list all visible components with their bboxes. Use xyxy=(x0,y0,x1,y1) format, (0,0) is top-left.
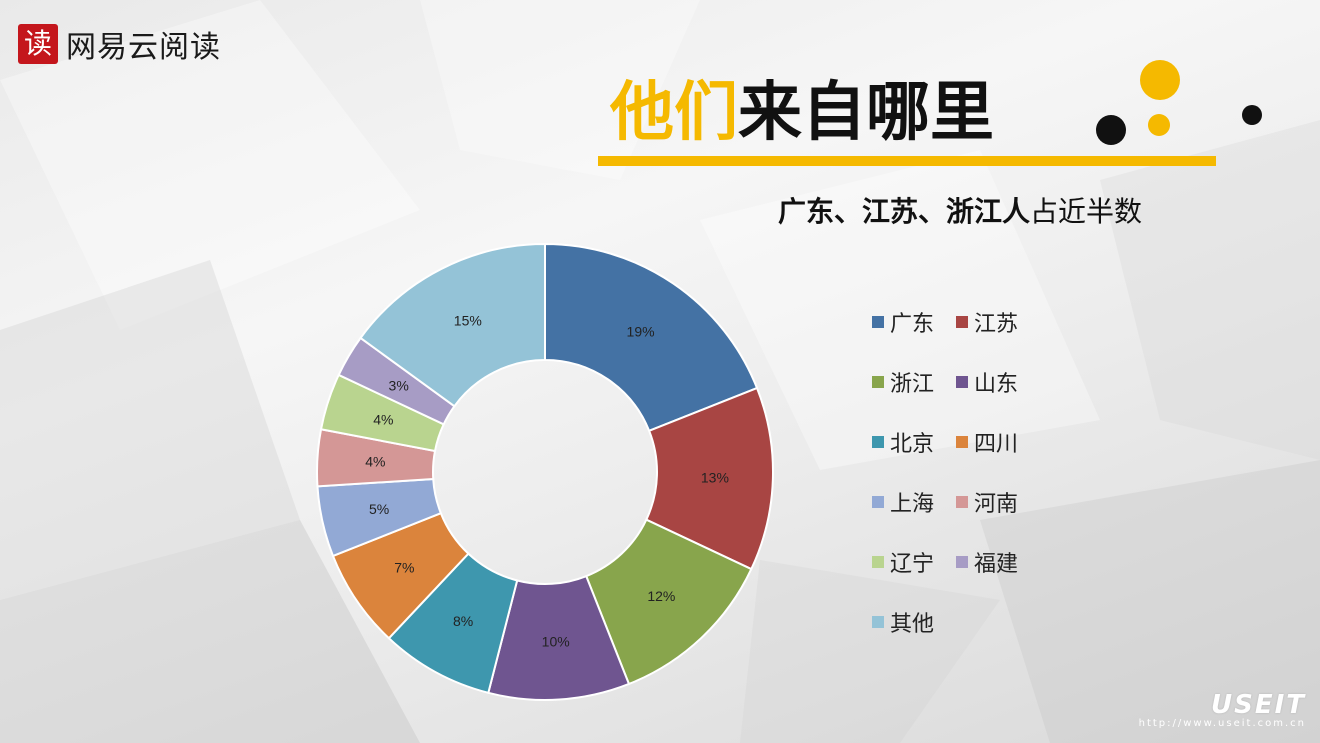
donut-label-5: 8% xyxy=(453,613,473,629)
deco-dot-large-yellow xyxy=(1140,60,1180,100)
legend-item-6: 四川 xyxy=(956,426,1018,458)
donut-label-10: 3% xyxy=(389,377,409,393)
donut-label-8: 4% xyxy=(365,453,385,469)
legend-label: 江苏 xyxy=(974,312,1019,337)
donut-label-4: 10% xyxy=(542,634,570,650)
legend-item-11: 其他 xyxy=(872,606,934,638)
legend-swatch xyxy=(872,436,884,448)
donut-label-2: 13% xyxy=(701,469,729,485)
legend-swatch xyxy=(872,616,884,628)
legend-item-2: 江苏 xyxy=(956,306,1018,338)
brand-name: 网易云阅读 xyxy=(66,30,221,65)
donut-label-9: 4% xyxy=(373,411,393,427)
legend-swatch xyxy=(872,556,884,568)
title-highlight: 他们 xyxy=(610,76,738,150)
legend-item-4: 山东 xyxy=(956,366,1018,398)
legend-label: 山东 xyxy=(974,372,1019,397)
watermark-url: http://www.useit.com.cn xyxy=(1138,718,1306,729)
legend-swatch xyxy=(956,496,968,508)
legend-swatch xyxy=(956,316,968,328)
donut-label-11: 15% xyxy=(454,313,482,329)
deco-dot-black-left xyxy=(1096,115,1126,145)
legend-swatch xyxy=(872,316,884,328)
legend-swatch xyxy=(872,376,884,388)
legend-item-3: 浙江 xyxy=(872,366,934,398)
legend-swatch xyxy=(956,436,968,448)
legend-label: 福建 xyxy=(974,552,1019,577)
legend-swatch xyxy=(956,376,968,388)
legend-label: 辽宁 xyxy=(890,552,935,577)
legend-item-9: 辽宁 xyxy=(872,546,934,578)
subtitle: 广东、江苏、浙江人占近半数 xyxy=(778,190,1142,230)
title-underline xyxy=(598,156,1216,166)
legend-label: 其他 xyxy=(890,612,935,637)
brand-logo: 读 xyxy=(18,24,58,64)
page-title: 他们来自哪里 xyxy=(610,68,994,158)
legend-label: 上海 xyxy=(890,492,935,517)
legend-label: 广东 xyxy=(890,312,935,337)
donut-slice-11 xyxy=(359,242,546,408)
legend-item-8: 河南 xyxy=(956,486,1018,518)
brand: 读 网易云阅读 xyxy=(18,22,221,66)
legend-label: 浙江 xyxy=(890,372,935,397)
subtitle-bold: 广东、江苏、浙江人 xyxy=(778,195,1031,228)
legend-swatch xyxy=(956,556,968,568)
legend-item-7: 上海 xyxy=(872,486,934,518)
legend-item-10: 福建 xyxy=(956,546,1018,578)
donut-label-6: 7% xyxy=(394,560,414,576)
legend-label: 四川 xyxy=(974,432,1019,457)
donut-label-1: 19% xyxy=(627,323,655,339)
legend-item-5: 北京 xyxy=(872,426,934,458)
deco-dot-small-yellow xyxy=(1148,114,1170,136)
donut-slice-1 xyxy=(544,242,759,433)
title-main: 来自哪里 xyxy=(738,76,994,150)
legend-item-1: 广东 xyxy=(872,306,934,338)
watermark: USEIT http://www.useit.com.cn xyxy=(1139,690,1306,729)
donut-label-3: 12% xyxy=(647,588,675,604)
donut-chart: 19% 13% 12% 10% 8% 7% 5% 4% 4% 3% 15% xyxy=(316,242,774,701)
watermark-logo: USEIT xyxy=(1210,690,1306,720)
subtitle-normal: 占近半数 xyxy=(1030,195,1143,228)
legend-label: 北京 xyxy=(890,432,935,457)
legend-label: 河南 xyxy=(974,492,1019,517)
deco-dot-black-right xyxy=(1242,105,1262,125)
legend-swatch xyxy=(872,496,884,508)
donut-label-7: 5% xyxy=(369,501,389,517)
